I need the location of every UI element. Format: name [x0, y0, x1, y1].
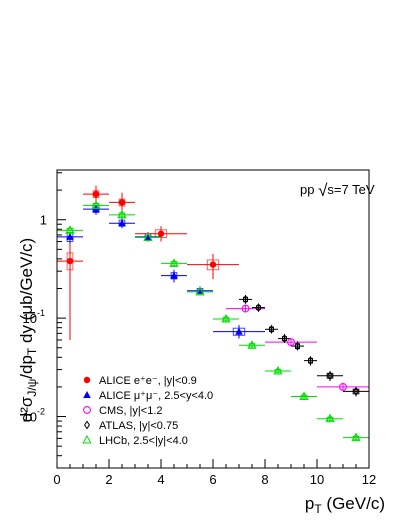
x-tick-label: 2: [105, 472, 112, 487]
data-point-series-4: [294, 341, 301, 351]
legend-marker: [83, 406, 91, 414]
data-point-series-1: [118, 199, 126, 206]
data-point-series-5: [299, 391, 309, 400]
data-point-series-1: [209, 261, 217, 268]
energy-annotation: pp √s=7 TeV: [300, 181, 375, 200]
y-tick-exponent: -2: [37, 407, 45, 417]
data-point-series-5: [169, 258, 179, 267]
data-point-series-3: [339, 382, 347, 391]
data-point-series-1: [92, 190, 100, 198]
data-point-series-5: [325, 413, 335, 423]
data-point-series-5: [143, 232, 153, 241]
x-tick-label: 8: [261, 472, 268, 487]
y-tick-label: 10: [23, 311, 37, 326]
legend-label: ATLAS, |y|<0.75: [99, 420, 178, 432]
legend-label: ALICE e⁺e⁻, |y|<0.9: [99, 375, 197, 387]
x-axis-ticks: 0 2 4 6 8 10 12: [53, 459, 376, 487]
data-point-series-5: [117, 209, 127, 219]
y-axis-title: d²σJ/ψ/dpT dy (μb/GeV/c): [17, 238, 39, 422]
legend-marker: [83, 420, 91, 430]
data-point-series-4: [268, 324, 275, 334]
data-markers: [65, 190, 361, 442]
x-tick-label: 4: [157, 472, 164, 487]
data-point-series-2: [144, 232, 152, 240]
data-point-series-5: [221, 313, 231, 323]
data-point-series-4: [255, 303, 262, 313]
data-point-series-5: [351, 432, 361, 442]
data-point-series-4: [242, 294, 249, 304]
error-bars: [57, 185, 369, 442]
x-tick-label: 0: [53, 472, 60, 487]
data-point-series-5: [247, 340, 257, 349]
data-point-series-3: [287, 338, 295, 347]
data-point-series-4: [352, 386, 360, 396]
data-point-series-5: [65, 225, 75, 234]
legend-marker: [82, 434, 92, 444]
data-point-series-5: [195, 286, 205, 296]
data-point-series-2: [118, 219, 126, 227]
data-point-series-4: [307, 356, 314, 366]
data-point-series-2: [170, 271, 178, 279]
systematic-boxes: [66, 190, 360, 440]
data-point-series-4: [281, 334, 288, 344]
legend: ALICE e⁺e⁻, |y|<0.9 ALICE μ⁺μ⁻, 2.5<y<4.0…: [82, 375, 213, 447]
x-tick-label: 10: [310, 472, 324, 487]
data-point-series-1: [66, 257, 74, 265]
y-tick-label: 10: [23, 410, 37, 425]
data-point-series-5: [91, 200, 101, 209]
data-point-series-3: [241, 304, 250, 313]
data-point-series-4: [326, 371, 334, 381]
legend-marker: [83, 376, 91, 384]
legend-label: CMS, |y|<1.2: [99, 405, 163, 417]
data-point-series-5: [273, 365, 283, 375]
legend-label: ALICE μ⁺μ⁻, 2.5<y<4.0: [99, 390, 213, 402]
x-tick-label: 6: [209, 472, 216, 487]
legend-marker: [83, 391, 91, 398]
y-tick-exponent: -1: [37, 308, 45, 318]
data-point-series-2: [66, 232, 74, 240]
y-tick-label: 1: [40, 213, 47, 228]
y-axis-ticks: 110-110-2: [23, 172, 66, 469]
x-axis-title: pT (GeV/c): [305, 494, 385, 516]
legend-label: LHCb, 2.5<|y|<4.0: [99, 435, 188, 447]
data-point-series-1: [157, 230, 165, 237]
x-tick-label: 12: [362, 472, 376, 487]
data-point-series-2: [235, 327, 243, 335]
